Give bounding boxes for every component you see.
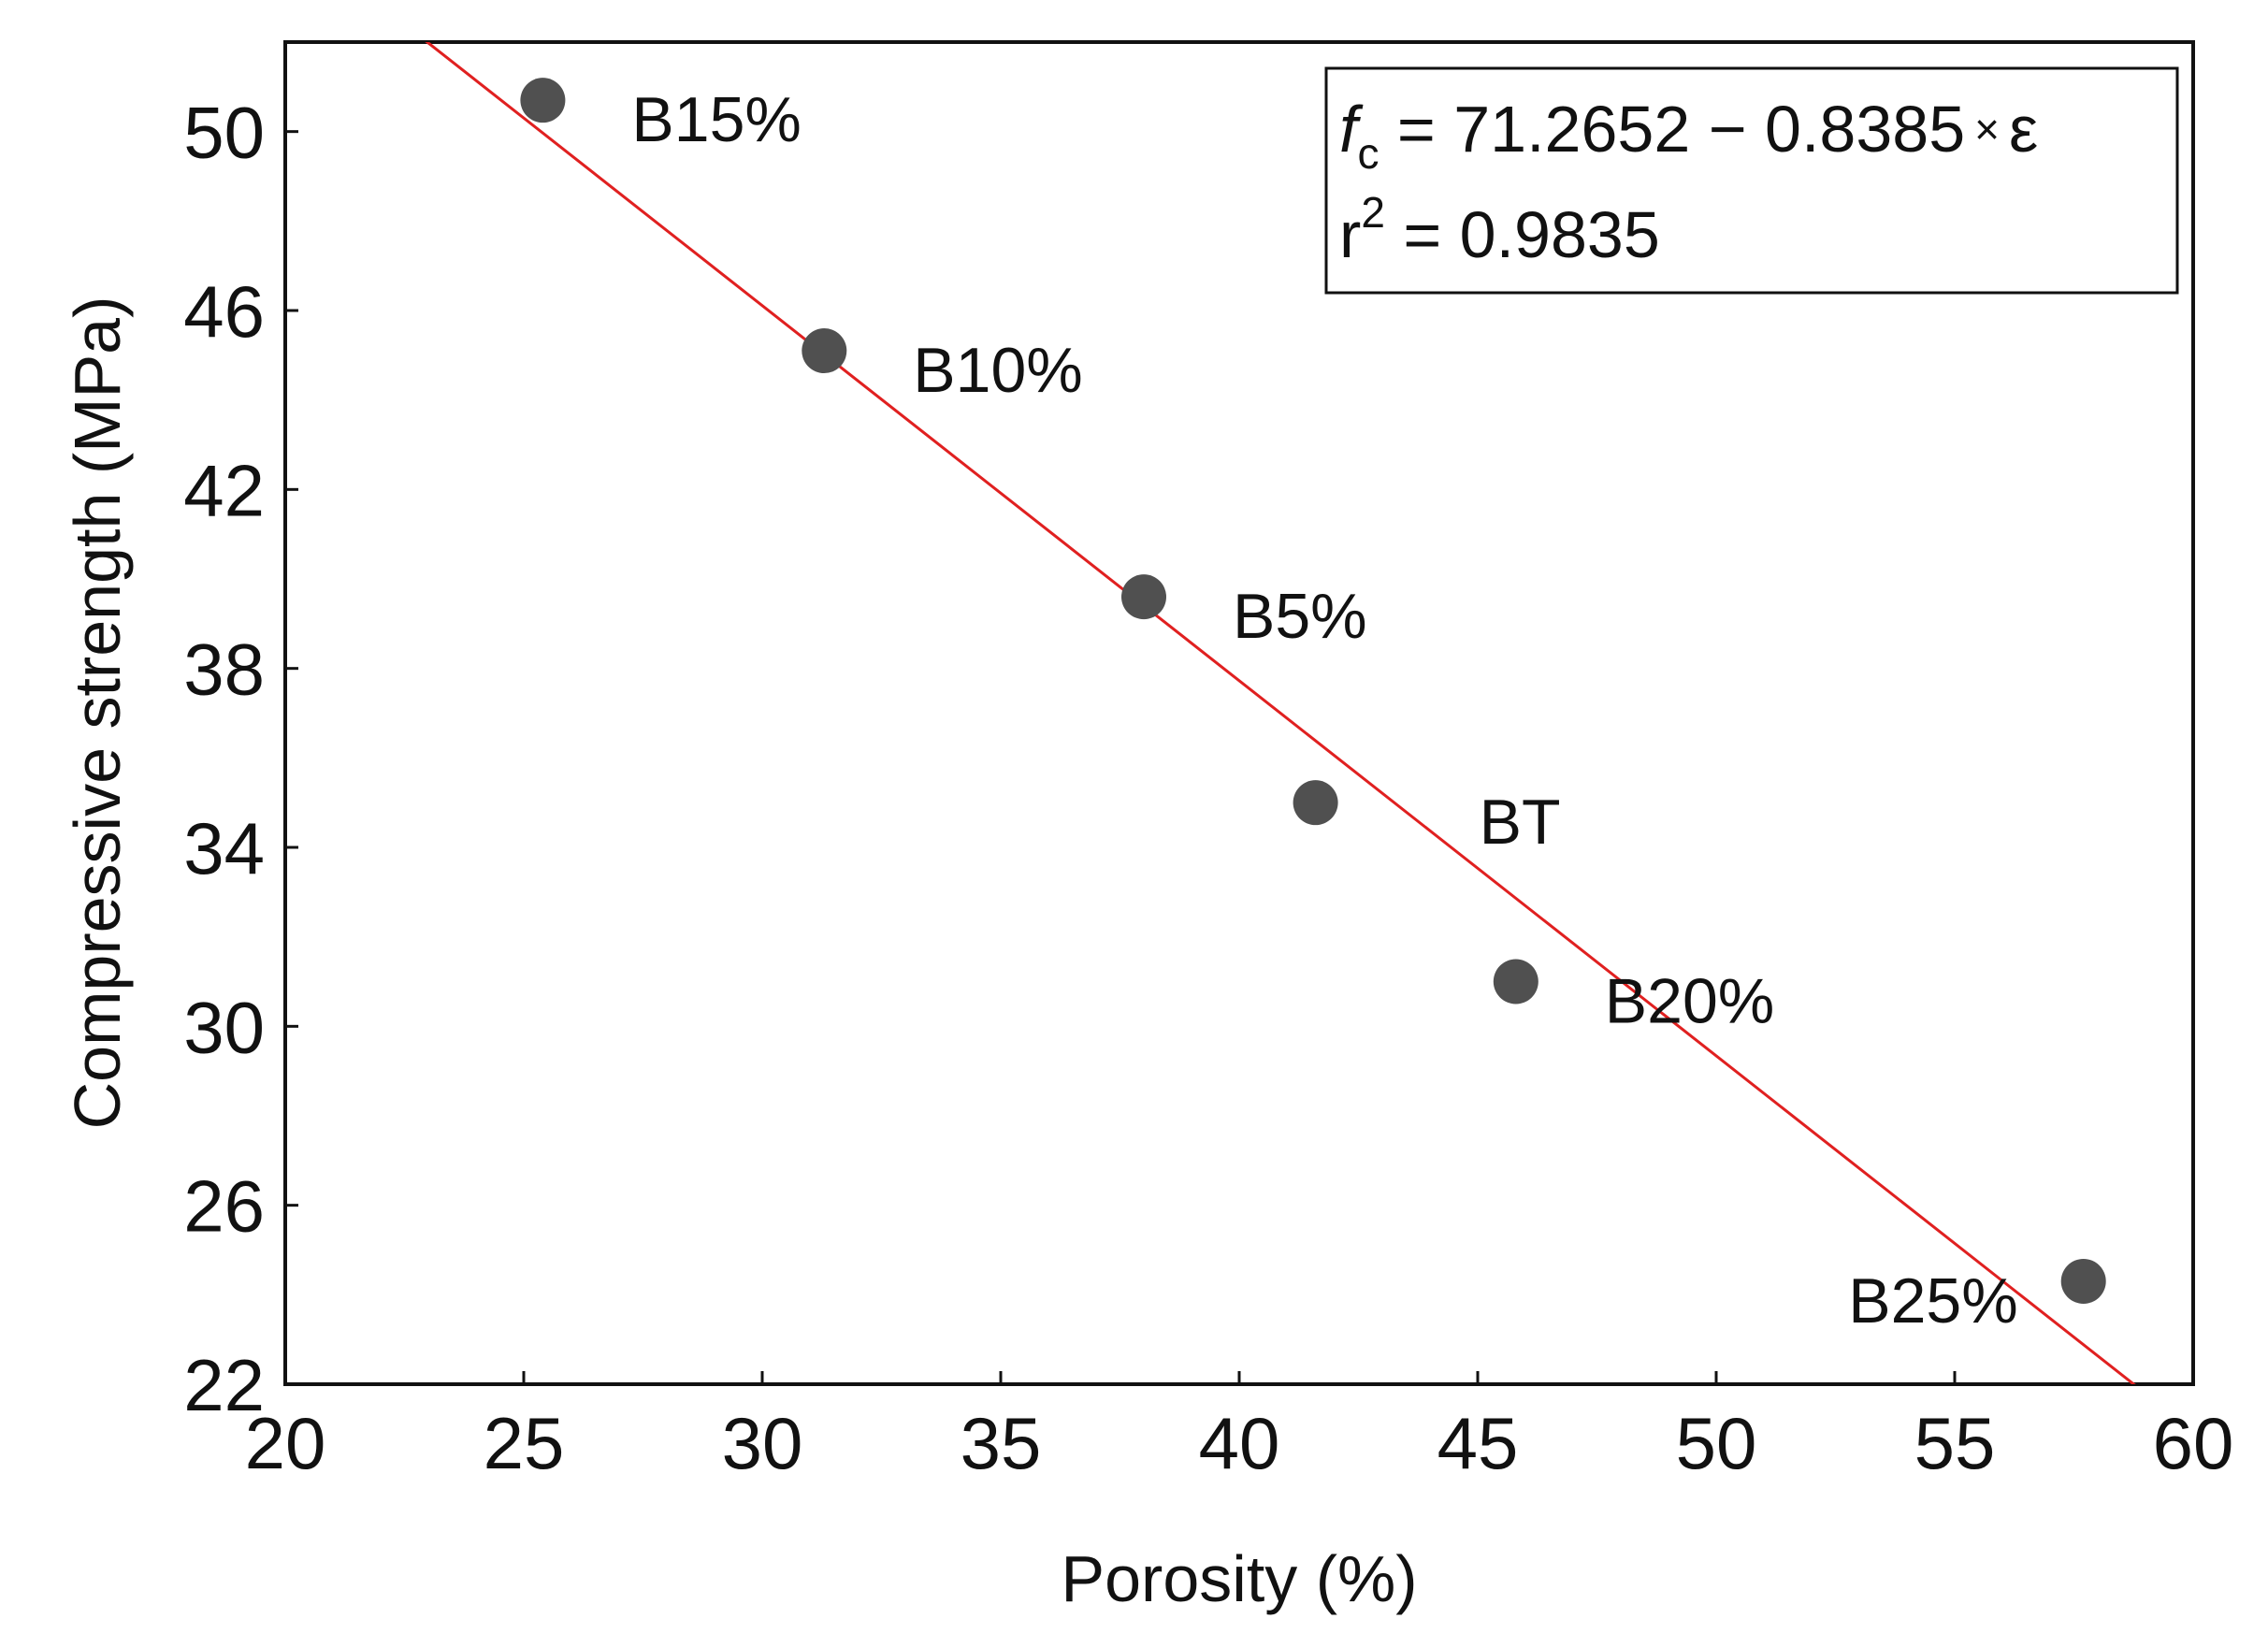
data-point: [1293, 780, 1338, 826]
x-tick-label: 40: [1199, 1402, 1280, 1484]
y-tick-label: 30: [183, 986, 265, 1068]
equation-body: = 71.2652 − 0.8385: [1379, 93, 1965, 166]
equation-box: fc = 71.2652 − 0.8385 × ε r2 = 0.9835: [1324, 66, 2179, 295]
r-squared-text: r2 = 0.9835: [1339, 188, 1660, 271]
data-point: [1493, 959, 1538, 1004]
y-tick-label: 22: [183, 1344, 265, 1426]
equation-text: fc = 71.2652 − 0.8385 × ε: [1339, 93, 2038, 178]
data-point-label: B10%: [913, 335, 1082, 406]
y-axis-ticks: 22 26 30 34 38 42 46 50: [183, 92, 298, 1426]
equation-variable: ε: [2009, 93, 2038, 166]
x-tick-label: 30: [722, 1402, 803, 1484]
y-tick-label: 26: [183, 1165, 265, 1248]
data-point-label: B15%: [631, 84, 801, 155]
y-tick-label: 34: [183, 807, 265, 889]
equation-times: ×: [1974, 105, 2000, 153]
data-point-label: B25%: [1848, 1265, 2017, 1337]
data-point: [1121, 574, 1166, 620]
equation-box-frame: [1324, 66, 2179, 295]
equation-subscript: c: [1357, 129, 1379, 178]
y-tick-label: 46: [183, 270, 265, 353]
data-points: [520, 78, 2106, 1304]
x-tick-label: 20: [245, 1402, 326, 1484]
data-point-label: B5%: [1233, 581, 1367, 652]
data-point: [802, 328, 847, 374]
x-axis-ticks: 20 25 30 35 40 45 50 55 60: [245, 1371, 2234, 1484]
data-point: [520, 78, 566, 123]
data-point-label: B20%: [1605, 966, 1774, 1037]
y-tick-label: 42: [183, 449, 265, 531]
regression-line: [425, 42, 2136, 1384]
x-tick-label: 35: [961, 1402, 1042, 1484]
r-squared-superscript: 2: [1361, 188, 1385, 237]
y-tick-label: 50: [183, 92, 265, 174]
x-tick-label: 60: [2153, 1402, 2234, 1484]
y-axis-title: Compressive strength (MPa): [61, 296, 134, 1130]
data-point-labels: B15% B10% B5% BT B20% B25%: [631, 84, 2017, 1337]
x-tick-label: 45: [1437, 1402, 1519, 1484]
x-tick-label: 50: [1676, 1402, 1757, 1484]
data-point: [2060, 1258, 2106, 1304]
r-squared-value: = 0.9835: [1385, 198, 1660, 271]
x-axis-title: Porosity (%): [1061, 1542, 1417, 1615]
x-tick-label: 25: [484, 1402, 565, 1484]
data-point-label: BT: [1480, 787, 1561, 858]
y-tick-label: 38: [183, 629, 265, 711]
x-tick-label: 55: [1914, 1402, 1996, 1484]
r-squared-base: r: [1339, 198, 1361, 271]
